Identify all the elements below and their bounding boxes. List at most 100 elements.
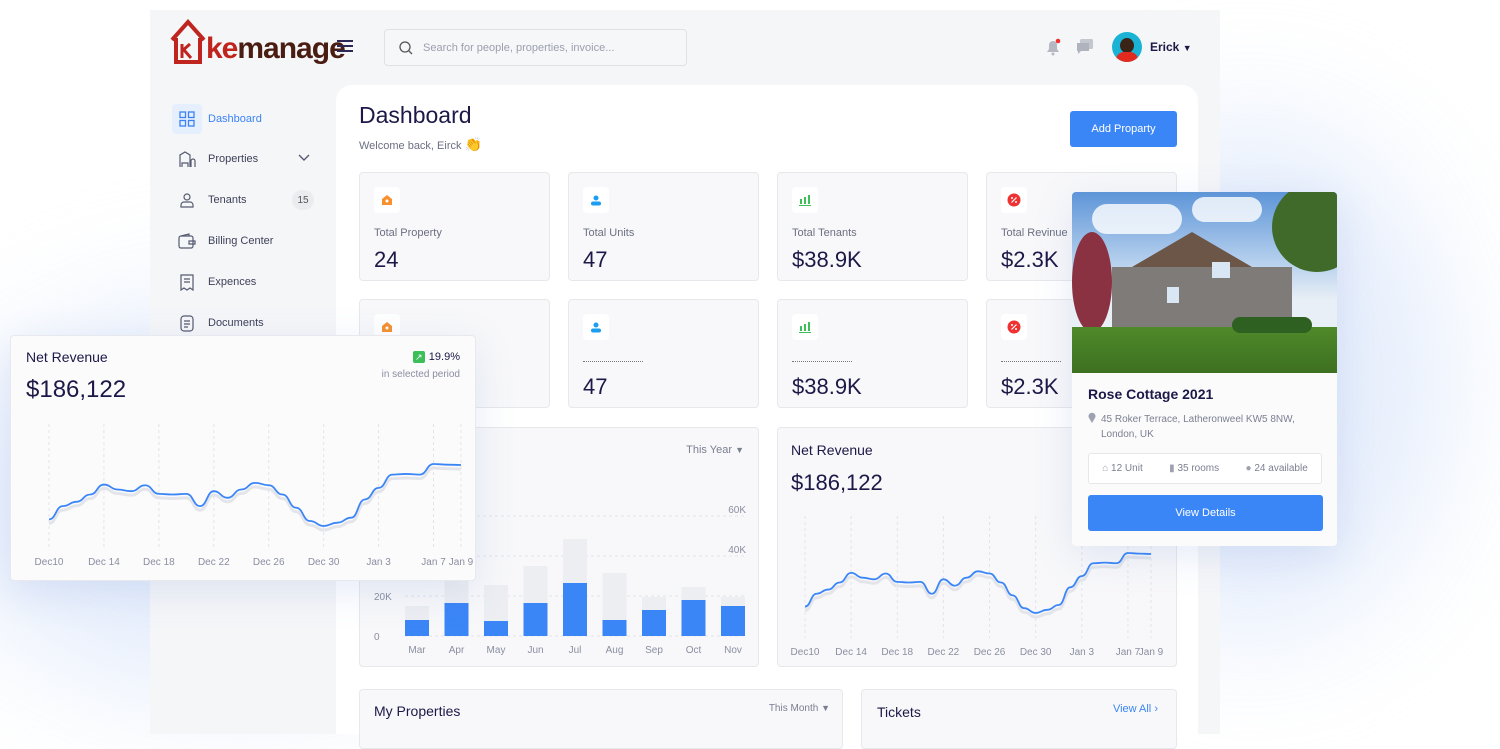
y-tick-label: 20K — [374, 592, 392, 603]
arrow-up-right-icon: ↗ — [412, 351, 425, 363]
logo-text: kemanage — [206, 32, 346, 65]
chevron-down-icon[interactable] — [298, 151, 310, 166]
page-title: Dashboard — [359, 102, 472, 128]
messages-icon[interactable] — [1076, 38, 1094, 61]
available-stat: ● 24 available — [1245, 463, 1308, 474]
property-stats: ⌂ 12 Unit ▮ 35 rooms ● 24 available — [1088, 453, 1322, 484]
bar-remainder — [484, 585, 508, 621]
x-tick-label: Mar — [408, 645, 426, 656]
stat-label-placeholder — [583, 354, 643, 362]
sidebar-item-label: Tenants — [208, 194, 247, 206]
search-icon — [399, 40, 413, 54]
change-caption: in selected period — [381, 369, 460, 380]
card-title: Net Revenue — [791, 442, 873, 458]
home-icon: ⌂ — [1102, 463, 1109, 474]
stat-label-placeholder — [1001, 354, 1061, 362]
bar-value — [602, 620, 627, 636]
stat-label: Total Property — [374, 227, 442, 239]
x-tick-label: Jan 9 — [449, 557, 474, 568]
location-pin-icon — [1088, 412, 1096, 428]
person-icon — [583, 314, 609, 340]
stat-value: 47 — [583, 374, 608, 399]
x-tick-label: Jan 7 — [1116, 647, 1141, 658]
bar-value — [563, 583, 587, 636]
sidebar-item-properties[interactable]: Properties — [172, 144, 322, 174]
stat-label: Total Tenants — [792, 227, 857, 239]
x-tick-label: Dec 30 — [1020, 647, 1052, 658]
x-tick-label: Nov — [724, 645, 742, 656]
x-tick-label: Dec 30 — [308, 557, 340, 568]
building-icon — [172, 144, 202, 174]
view-details-button[interactable]: View Details — [1088, 495, 1323, 531]
period-dropdown[interactable]: This Month ▼ — [768, 703, 830, 714]
bar-value — [523, 603, 548, 636]
sidebar-item-label: Documents — [208, 317, 264, 329]
welcome-message: Welcome back, Eirck 👏 — [359, 136, 482, 152]
card-title: Tickets — [877, 704, 921, 720]
property-address: 45 Roker Terrace, Latheronweel KW5 8NW, … — [1088, 412, 1318, 442]
net-revenue-value: $186,122 — [791, 470, 883, 495]
x-tick-label: Dec 18 — [881, 647, 913, 658]
property-name: Rose Cottage 2021 — [1088, 386, 1214, 402]
person-icon — [583, 187, 609, 213]
stat-value: $38.9K — [792, 374, 862, 399]
sidebar-item-documents[interactable]: Documents — [172, 308, 322, 338]
document-icon — [172, 308, 202, 338]
sidebar-item-expences[interactable]: Expences — [172, 267, 322, 297]
menu-toggle-icon[interactable] — [337, 40, 353, 54]
bar-chart-icon — [792, 314, 818, 340]
check-circle-icon: ● — [1245, 463, 1252, 474]
stat-label-placeholder — [792, 354, 852, 362]
x-tick-label: Dec 26 — [974, 647, 1006, 658]
x-tick-label: Apr — [449, 645, 465, 656]
stat-value: $2.3K — [1001, 374, 1059, 399]
percent-icon — [1001, 314, 1027, 340]
receipt-icon — [172, 267, 202, 297]
view-all-link[interactable]: View All › — [1112, 703, 1158, 715]
bar-remainder — [444, 580, 469, 603]
x-tick-label: Jan 3 — [1070, 647, 1095, 658]
search-input[interactable] — [423, 41, 663, 54]
tickets-card: Tickets View All › — [861, 689, 1177, 749]
home-icon — [374, 187, 400, 213]
user-icon — [172, 185, 202, 215]
y-tick-label: 40K — [728, 545, 746, 556]
percent-icon — [1001, 187, 1027, 213]
house-logo-icon — [170, 18, 206, 64]
rooms-icon: ▮ — [1169, 463, 1175, 474]
sidebar-item-dashboard[interactable]: Dashboard — [172, 104, 322, 134]
x-tick-label: Dec10 — [791, 647, 820, 658]
property-photo — [1072, 192, 1337, 373]
bar-value — [681, 600, 706, 636]
stat-label: Total Units — [583, 227, 635, 239]
stat-card: Total Tenants $38.9K — [777, 172, 968, 281]
stat-card: Total Units 47 — [568, 172, 759, 281]
card-title: My Properties — [374, 703, 461, 719]
sidebar-item-billing-center[interactable]: Billing Center — [172, 226, 322, 256]
search-bar[interactable] — [384, 29, 687, 66]
add-property-button[interactable]: Add Proparty — [1070, 111, 1177, 147]
avatar[interactable] — [1112, 32, 1142, 62]
user-name: Erick — [1150, 40, 1180, 54]
grid-icon — [172, 104, 202, 134]
bar-chart-icon — [792, 187, 818, 213]
units-stat: ⌂ 12 Unit — [1102, 463, 1143, 474]
x-tick-label: May — [487, 645, 506, 656]
tenants-count-badge: 15 — [292, 190, 314, 210]
user-menu[interactable]: Erick ▼ — [1150, 40, 1192, 54]
y-tick-label: 0 — [374, 632, 380, 643]
x-tick-label: Jul — [569, 645, 582, 656]
revenue-line — [804, 552, 1152, 614]
bar-value — [721, 606, 745, 636]
revenue-line — [48, 463, 462, 527]
sidebar-item-label: Expences — [208, 276, 257, 288]
bar-remainder — [602, 573, 627, 620]
property-card: Rose Cottage 2021 45 Roker Terrace, Lath… — [1072, 192, 1337, 546]
sidebar-item-tenants[interactable]: Tenants 15 — [172, 185, 322, 215]
notification-bell-icon[interactable] — [1044, 38, 1062, 61]
period-dropdown[interactable]: This Year ▼ — [686, 444, 744, 456]
logo[interactable]: kemanage — [168, 18, 346, 70]
stat-value: 24 — [374, 247, 399, 272]
stat-card: 47 — [568, 299, 759, 408]
stat-card: Total Property 24 — [359, 172, 550, 281]
